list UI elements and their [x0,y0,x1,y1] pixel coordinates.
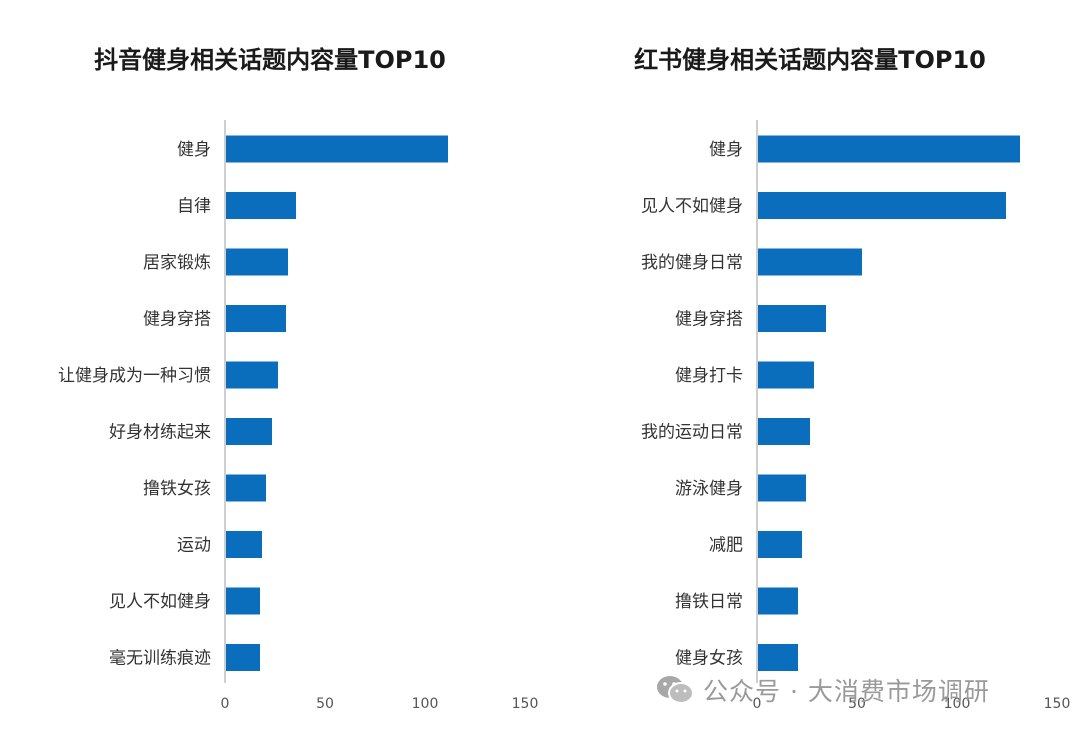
x-tick-label: 150 [1044,696,1071,712]
bar [226,305,286,332]
category-label: 减肥 [709,536,743,556]
x-tick-label: 50 [316,696,334,712]
watermark: 公众号 · 大消费市场调研 [655,670,990,710]
bar [226,192,296,219]
category-label: 撸铁日常 [675,592,743,612]
bar [758,474,806,502]
x-tick-label: 50 [848,696,866,712]
category-label: 让健身成为一种习惯 [58,366,211,386]
bar [226,644,260,671]
x-tick-label: 0 [221,696,230,712]
bar [758,531,802,558]
category-label: 撸铁女孩 [143,479,211,499]
category-label: 运动 [177,536,211,556]
category-label: 好身材练起来 [109,423,211,443]
category-label: 健身 [177,140,211,160]
bar [758,644,798,671]
xiaohongshu-chart: 红书健身相关话题内容量TOP10 健身见人不如健身 我的健身日常健身穿搭健身打卡我… [540,0,1080,733]
watermark-text: 公众号 · 大消费市场调研 [703,677,990,706]
bar [226,474,266,502]
douyin-chart: 抖音健身相关话题内容量TOP10 健身自律居家锻炼健身穿搭让健身成为一种习惯好身… [58,46,539,712]
douyin-chart-plot: 健身自律居家锻炼健身穿搭让健身成为一种习惯好身材练起来撸铁女孩运动见人不如健身毫… [58,120,539,712]
bar [758,418,810,445]
category-label: 我的健身日常 [641,253,743,273]
wechat-icon [657,676,694,704]
category-label: 毫无训练痕迹 [109,649,211,669]
category-label: 游泳健身 [675,479,743,499]
bar [758,248,862,276]
bar [226,361,278,389]
category-label: 健身打卡 [675,366,743,386]
bar [758,135,1020,163]
bar [226,531,262,558]
bar [226,248,288,276]
category-label: 我的运动日常 [641,423,743,443]
x-tick-label: 0 [753,696,762,712]
category-label: 健身穿搭 [143,310,211,330]
chart-title: 红书健身相关话题内容量TOP10 [634,46,986,74]
category-label: 健身女孩 [675,649,743,669]
category-label: 自律 [177,197,211,217]
x-tick-label: 100 [944,696,971,712]
category-label: 健身 [709,140,743,160]
bar [226,587,260,615]
category-label: 居家锻炼 [143,253,211,273]
bar [226,418,272,445]
category-label: 健身穿搭 [675,310,743,330]
bar [758,361,814,389]
bar [758,305,826,332]
x-tick-label: 100 [412,696,439,712]
category-label: 见人不如健身 [109,592,211,612]
bar [758,192,1006,219]
xiaohongshu-chart-plot: 健身见人不如健身我的健身日常健身穿搭健身打卡我的运动日常游泳健身减肥撸铁日常健身… [641,120,1071,712]
category-label: 见人不如健身 [641,197,743,217]
bar [226,135,448,163]
chart-title: 抖音健身相关话题内容量TOP10 [94,46,446,74]
x-tick-label: 150 [512,696,539,712]
bar [758,587,798,615]
